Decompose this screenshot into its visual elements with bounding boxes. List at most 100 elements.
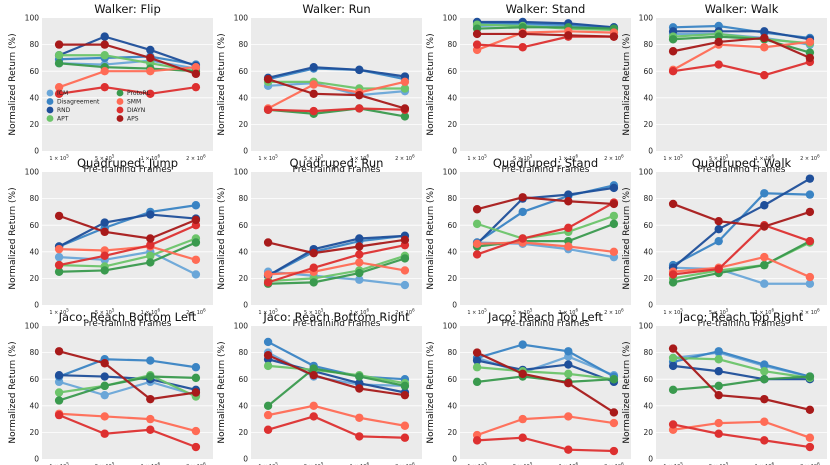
y-tick-label: 80	[29, 194, 39, 203]
data-point	[355, 250, 364, 259]
data-point	[609, 32, 619, 41]
data-point	[668, 361, 678, 371]
y-axis-label: Normalized Return (%)	[217, 33, 227, 135]
x-tick-label: 1 × 106	[559, 154, 579, 163]
data-point	[309, 63, 318, 72]
series-line	[267, 244, 406, 284]
data-point	[609, 375, 619, 384]
x-tick-label: 1 × 105	[49, 308, 69, 317]
data-point	[54, 89, 64, 99]
data-point	[355, 234, 364, 243]
y-tick-label: 40	[238, 401, 248, 410]
data-point	[472, 356, 482, 365]
subplot-title: Jaco: Reach Bottom Right	[262, 310, 410, 324]
x-tick-label: 2 × 106	[604, 154, 624, 163]
series-line	[268, 107, 405, 113]
x-tick-label: 2 × 106	[800, 308, 820, 317]
y-tick-label: 40	[447, 93, 457, 102]
series-line	[267, 415, 405, 439]
data-point	[609, 418, 619, 428]
series-line	[59, 237, 197, 268]
series-line	[673, 255, 811, 279]
x-tick-label: 2 × 106	[186, 462, 206, 465]
y-tick-label: 0	[452, 147, 457, 156]
series-line	[58, 214, 197, 240]
x-tick-label: 5 × 105	[304, 308, 324, 317]
data-point	[805, 174, 815, 183]
y-tick-label: 80	[643, 40, 653, 49]
series-line	[672, 364, 810, 381]
data-point	[760, 360, 769, 369]
y-tick-label: 40	[238, 247, 248, 256]
data-point	[263, 238, 273, 247]
x-tick-label: 5 × 105	[513, 462, 533, 465]
data-point	[805, 190, 815, 199]
data-point	[54, 396, 64, 405]
series-line	[672, 60, 811, 77]
y-tick-label: 60	[447, 375, 457, 384]
y-tick-label: 20	[447, 428, 457, 437]
y-axis-label: Normalized Return (%)	[426, 187, 436, 289]
data-point	[100, 429, 109, 438]
data-point	[714, 418, 723, 428]
series-line	[59, 412, 197, 433]
data-point	[309, 278, 318, 287]
x-tick-label: 2 × 106	[395, 154, 415, 163]
y-axis-label: Normalized Return (%)	[217, 341, 227, 443]
data-point	[309, 371, 318, 380]
y-tick-label: 0	[648, 455, 653, 464]
y-tick-label: 60	[643, 67, 653, 76]
data-point	[564, 197, 573, 206]
data-point	[668, 385, 678, 395]
x-tick-label: 1 × 106	[141, 308, 161, 317]
data-point	[518, 207, 527, 217]
x-axis-label: Pre-training Frames	[501, 319, 589, 329]
data-point	[714, 264, 723, 274]
series-line	[58, 35, 197, 67]
series-line	[672, 40, 811, 71]
data-point	[146, 89, 155, 99]
data-point	[760, 70, 769, 80]
data-point	[400, 235, 410, 245]
data-point	[309, 263, 318, 272]
y-tick-label: 100	[443, 168, 458, 177]
y-tick-label: 0	[243, 147, 248, 156]
data-point	[355, 268, 364, 278]
series-line	[476, 201, 615, 256]
data-point	[805, 37, 815, 47]
y-tick-label: 80	[238, 194, 248, 203]
data-point	[146, 67, 155, 76]
data-point	[355, 258, 364, 267]
y-tick-label: 60	[29, 221, 39, 230]
subplot-panel: 0 20 40 60 80 100 1 × 105 5 × 105 1 × 106 2 × 106…	[8, 2, 213, 175]
y-tick-label: 0	[452, 455, 457, 464]
legend-label: APS	[127, 116, 139, 123]
y-tick-label: 20	[238, 428, 248, 437]
data-point	[54, 51, 64, 60]
data-point	[760, 27, 769, 36]
series-line	[477, 26, 614, 30]
data-point	[54, 40, 64, 49]
series-line	[267, 78, 406, 110]
subplot-panel: 0 20 40 60 80 100 1 × 105 5 × 105 1 × 106 2 × 106…	[622, 156, 827, 329]
data-point	[146, 45, 155, 55]
y-tick-label: 20	[29, 428, 39, 437]
data-point	[564, 412, 573, 421]
series-line	[672, 240, 811, 284]
data-point	[54, 371, 64, 380]
data-point	[472, 250, 482, 259]
legend-label: DIAYN	[127, 107, 145, 114]
series-line	[672, 350, 811, 378]
y-tick-label: 20	[447, 120, 457, 129]
y-tick-label: 0	[243, 301, 248, 310]
subplot-title: Quadruped: Walk	[692, 156, 792, 170]
data-point	[472, 205, 482, 214]
data-point	[309, 89, 318, 99]
y-tick-label: 100	[639, 168, 654, 177]
data-point	[518, 193, 527, 202]
x-axis-label: Pre-training Frames	[697, 165, 785, 175]
x-tick-label: 1 × 105	[258, 462, 278, 465]
data-point	[518, 43, 527, 52]
